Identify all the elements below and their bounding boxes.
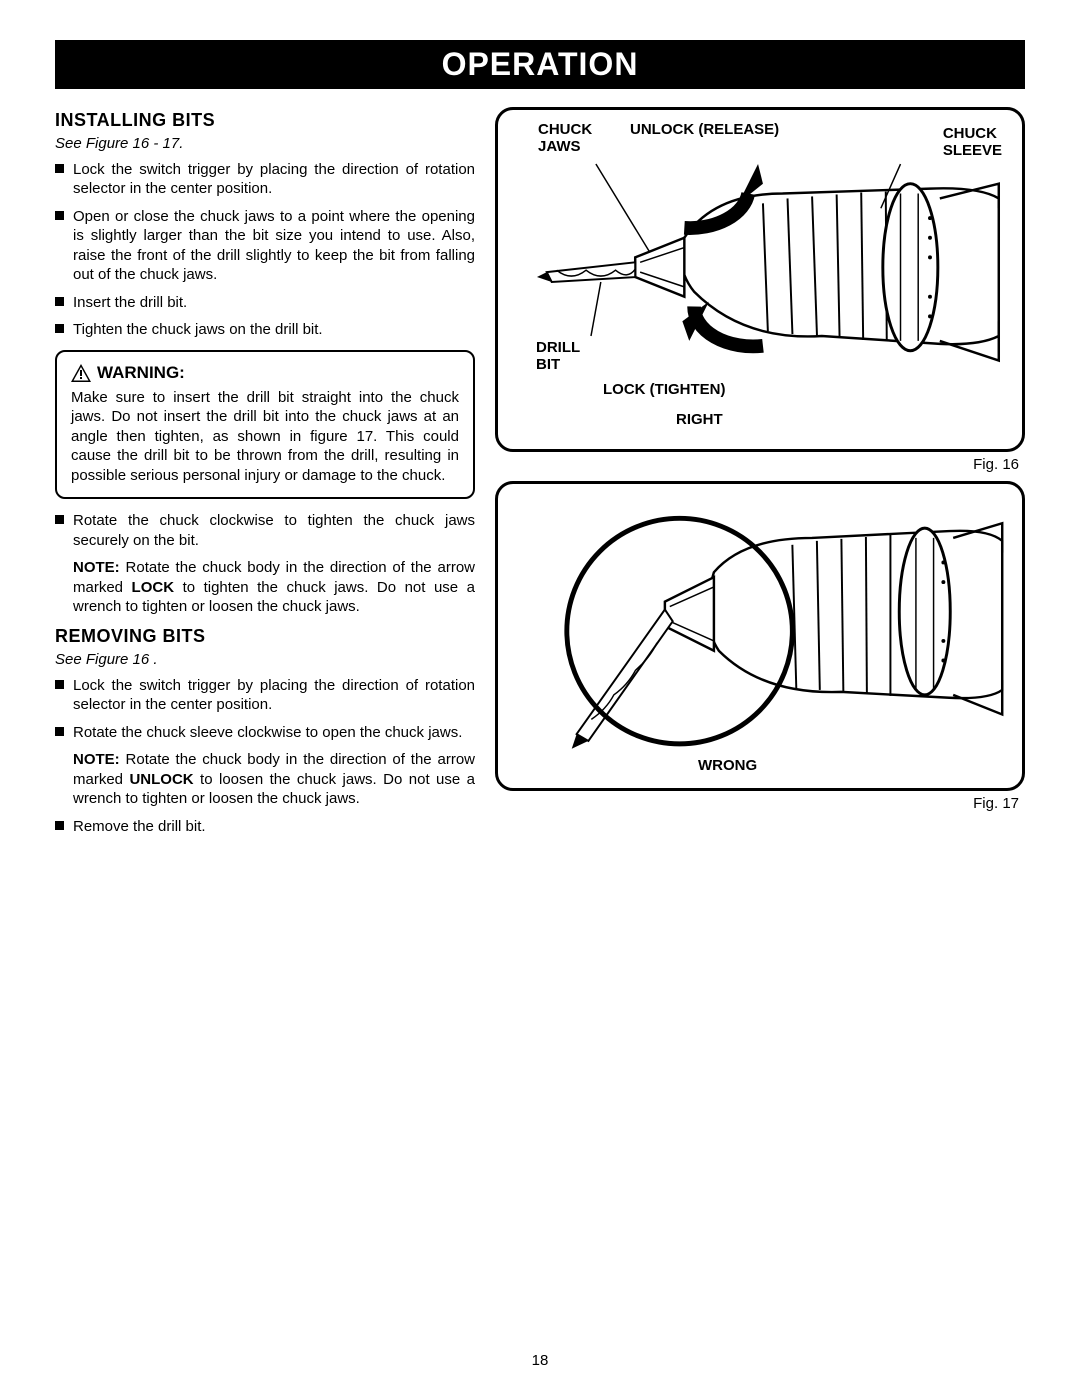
warning-icon bbox=[71, 364, 91, 382]
list-item: Lock the switch trigger by placing the d… bbox=[55, 676, 475, 715]
label-chuck-sleeve: CHUCK SLEEVE bbox=[943, 126, 1002, 159]
content-columns: INSTALLING BITS See Figure 16 - 17. Lock… bbox=[55, 107, 1025, 844]
installing-list: Lock the switch trigger by placing the d… bbox=[55, 160, 475, 340]
page-number: 18 bbox=[0, 1352, 1080, 1369]
note-bold: LOCK bbox=[132, 579, 175, 596]
list-item: Rotate the chuck sleeve clockwise to ope… bbox=[55, 723, 475, 743]
removing-note: NOTE: Rotate the chuck body in the direc… bbox=[55, 750, 475, 809]
fig16-illustration bbox=[498, 110, 1022, 449]
removing-list-2: Remove the drill bit. bbox=[55, 817, 475, 837]
warning-heading: WARNING: bbox=[71, 362, 459, 384]
note-prefix: NOTE: bbox=[73, 751, 120, 768]
installing-list-2: Rotate the chuck clockwise to tighten th… bbox=[55, 511, 475, 550]
label-wrong: WRONG bbox=[698, 758, 757, 775]
removing-list: Lock the switch trigger by placing the d… bbox=[55, 676, 475, 743]
left-column: INSTALLING BITS See Figure 16 - 17. Lock… bbox=[55, 107, 475, 844]
figure-17: WRONG bbox=[495, 481, 1025, 791]
label-unlock: UNLOCK (RELEASE) bbox=[630, 122, 779, 139]
label-chuck-jaws: CHUCK JAWS bbox=[538, 122, 592, 155]
removing-see-fig: See Figure 16 . bbox=[55, 650, 475, 670]
page: OPERATION INSTALLING BITS See Figure 16 … bbox=[0, 0, 1080, 1397]
section-title: OPERATION bbox=[55, 40, 1025, 89]
warning-box: WARNING: Make sure to insert the drill b… bbox=[55, 350, 475, 500]
fig17-caption: Fig. 17 bbox=[495, 795, 1019, 812]
note-bold: UNLOCK bbox=[129, 771, 193, 788]
figure-16: CHUCK JAWS UNLOCK (RELEASE) CHUCK SLEEVE… bbox=[495, 107, 1025, 452]
label-drill-bit: DRILL BIT bbox=[536, 340, 580, 373]
list-item: Insert the drill bit. bbox=[55, 293, 475, 313]
installing-see-fig: See Figure 16 - 17. bbox=[55, 134, 475, 154]
note-prefix: NOTE: bbox=[73, 559, 120, 576]
label-lock: LOCK (TIGHTEN) bbox=[603, 382, 725, 399]
list-item: Remove the drill bit. bbox=[55, 817, 475, 837]
warning-label: WARNING: bbox=[97, 362, 185, 384]
fig17-illustration bbox=[498, 484, 1022, 788]
installing-heading: INSTALLING BITS bbox=[55, 109, 475, 132]
label-right: RIGHT bbox=[676, 412, 723, 429]
removing-heading: REMOVING BITS bbox=[55, 625, 475, 648]
list-item: Tighten the chuck jaws on the drill bit. bbox=[55, 320, 475, 340]
list-item: Lock the switch trigger by placing the d… bbox=[55, 160, 475, 199]
warning-body: Make sure to insert the drill bit straig… bbox=[71, 388, 459, 486]
fig16-caption: Fig. 16 bbox=[495, 456, 1019, 473]
list-item: Rotate the chuck clockwise to tighten th… bbox=[55, 511, 475, 550]
right-column: CHUCK JAWS UNLOCK (RELEASE) CHUCK SLEEVE… bbox=[495, 107, 1025, 844]
installing-note: NOTE: Rotate the chuck body in the direc… bbox=[55, 558, 475, 617]
list-item: Open or close the chuck jaws to a point … bbox=[55, 207, 475, 285]
